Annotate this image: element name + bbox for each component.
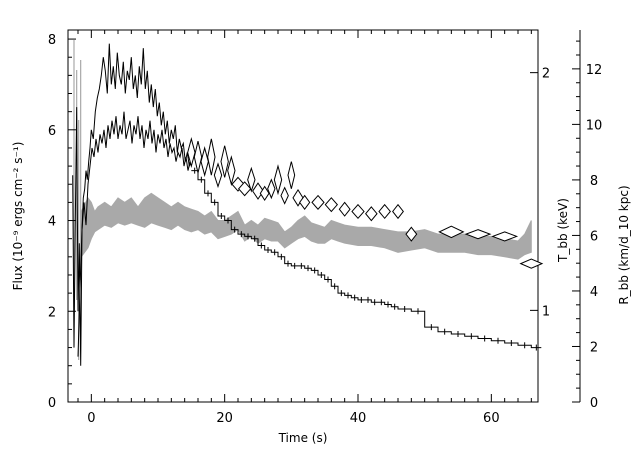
temperature-marker-29 <box>519 258 544 269</box>
temperature-marker-12 <box>267 178 276 200</box>
y-right-outer-tick-label-2: 2 <box>590 340 598 355</box>
temperature-marker-25 <box>405 226 418 242</box>
temperature-marker-6 <box>227 155 236 187</box>
temperature-marker-15 <box>287 161 296 189</box>
radius-band <box>80 192 532 260</box>
temperature-marker-5 <box>220 145 229 178</box>
temperature-marker-27 <box>464 229 492 240</box>
temperature-marker-3 <box>207 138 216 176</box>
temperature-marker-19 <box>324 197 338 213</box>
temperature-marker-24 <box>392 203 404 220</box>
y-axis-right-inner-label: T_bb (keV) <box>556 198 570 263</box>
x-axis-label: Time (s) <box>278 431 328 445</box>
y-axis-left-label: Flux (10⁻⁹ ergs cm⁻² s⁻¹) <box>11 142 25 291</box>
temperature-marker-1 <box>193 141 203 174</box>
temperature-marker-17 <box>299 194 311 211</box>
y-left-tick-label-4: 4 <box>48 215 56 230</box>
temperature-marker-2 <box>200 146 209 178</box>
y-axis-right-outer-label: R_bb (km/d_10 kpc) <box>617 185 631 304</box>
plot-frame <box>67 29 539 403</box>
flux-fast-lower-line <box>77 111 191 357</box>
x-tick-label-20: 20 <box>216 411 233 426</box>
temperature-marker-28 <box>491 231 519 242</box>
temperature-marker-22 <box>365 206 378 222</box>
temperature-markers-layer <box>187 136 544 269</box>
y-left-tick-label-2: 2 <box>48 305 56 320</box>
temperature-marker-23 <box>378 203 391 220</box>
temperature-marker-9 <box>247 166 256 193</box>
y-left-tick-label-6: 6 <box>48 124 56 139</box>
y-right-outer-tick-label-10: 10 <box>586 118 603 133</box>
y-right-outer-tick-label-6: 6 <box>590 229 598 244</box>
flux-steps-line <box>191 170 542 349</box>
y-right-outer-tick-label-4: 4 <box>590 285 598 300</box>
temperature-marker-10 <box>252 182 264 200</box>
temperature-marker-8 <box>238 181 252 197</box>
y-right-inner-tick-label-1: 1 <box>542 304 550 319</box>
y-left-tick-label-0: 0 <box>48 396 56 411</box>
temperature-marker-11 <box>259 185 270 202</box>
temperature-marker-26 <box>438 225 465 239</box>
flux-fast-upper-line <box>72 43 192 366</box>
y-right-outer-tick-label-8: 8 <box>590 174 598 189</box>
x-tick-label-0: 0 <box>87 411 95 426</box>
temperature-marker-14 <box>280 186 289 205</box>
y-right-inner-tick-label-2: 2 <box>542 67 550 82</box>
temperature-marker-13 <box>273 164 283 196</box>
y-left-tick-label-8: 8 <box>48 33 56 48</box>
temperature-marker-21 <box>351 203 365 220</box>
temperature-marker-4 <box>213 162 223 189</box>
y-right-outer-tick-label-0: 0 <box>590 396 598 411</box>
x-tick-label-60: 60 <box>483 411 500 426</box>
flux-lines-layer <box>72 43 542 366</box>
temperature-marker-7 <box>231 176 245 192</box>
temperature-marker-0 <box>187 136 196 169</box>
temperature-marker-18 <box>311 194 325 210</box>
x-tick-label-40: 40 <box>350 411 367 426</box>
temperature-marker-20 <box>338 201 351 217</box>
y-right-outer-tick-label-12: 12 <box>586 63 603 78</box>
